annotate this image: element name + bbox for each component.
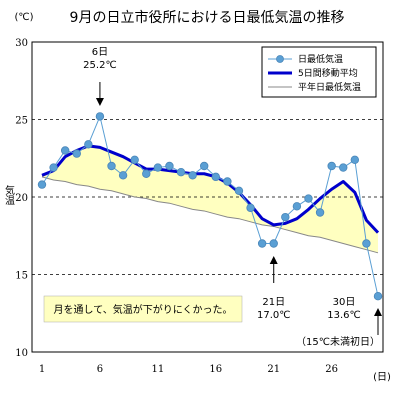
- data-point-day-27: [339, 163, 348, 172]
- data-point-day-19: [246, 203, 255, 213]
- data-point-day-14: [188, 171, 197, 180]
- data-point-day-10: [142, 169, 151, 178]
- annotation-value: 13.6℃: [327, 310, 361, 321]
- annotation-value: 17.0℃: [257, 310, 291, 321]
- x-tick-label: 21: [267, 364, 280, 375]
- data-point-day-9: [130, 155, 139, 164]
- data-point-day-16: [211, 172, 220, 182]
- series-line-daily-min: [41, 114, 379, 297]
- data-point-day-24: [304, 194, 313, 203]
- data-point-day-11: [153, 163, 163, 172]
- x-tick-label: 1: [39, 364, 45, 375]
- data-point-day-29: [362, 239, 371, 248]
- series-line-moving-average: [41, 144, 380, 234]
- data-point-day-2: [49, 163, 58, 172]
- legend-label-normal: 平年日最低気温: [298, 81, 361, 93]
- series-line-normal: [41, 176, 379, 254]
- x-tick-label: 11: [151, 364, 164, 375]
- data-point-day-3: [60, 146, 70, 155]
- x-ticks: 1 6 11 16 21 26: [39, 364, 338, 375]
- legend-label-daily: 日最低気温: [298, 53, 343, 65]
- x-unit-label: (日): [373, 372, 391, 383]
- annotation-date: 21日: [262, 297, 285, 308]
- y-unit-label: (℃): [14, 12, 33, 23]
- data-point-day-13: [176, 167, 186, 177]
- y-tick-label: 20: [15, 193, 28, 204]
- data-point-day-1: [37, 180, 47, 189]
- annotation-day-30: 30日 13.6℃ （15℃未満初日）: [296, 297, 382, 348]
- annotation-day-6: 6日 25.2℃: [83, 47, 117, 106]
- data-point-day-4: [72, 149, 81, 158]
- annotation-arrow-head: [269, 256, 278, 264]
- data-point-day-18: [234, 186, 244, 195]
- note-box: 月を通して、気温が下がりにくかった。: [43, 295, 243, 323]
- data-point-day-7: [107, 161, 116, 171]
- data-point-day-12: [165, 161, 174, 171]
- note-background: [43, 295, 243, 323]
- annotation-arrow-head: [374, 308, 382, 316]
- data-point-day-28: [350, 155, 360, 164]
- data-point-day-17: [223, 177, 232, 186]
- annotation-day-21: 21日 17.0℃: [257, 256, 291, 321]
- y-tick-label: 25: [15, 116, 28, 127]
- annotations: 6日 25.2℃ 21日 17.0℃ 30日 13.6℃ （15℃未満初日）: [83, 47, 382, 348]
- data-point-day-23: [292, 202, 302, 211]
- data-point-day-15: [200, 161, 209, 171]
- annotation-date: 6日: [92, 47, 108, 58]
- data-point-day-5: [84, 140, 93, 149]
- annotation-date: 30日: [333, 297, 356, 308]
- legend-marker-daily: [276, 55, 284, 63]
- data-point-day-6: [95, 112, 105, 121]
- legend: 日最低気温 5日間移動平均 平年日最低気温: [261, 46, 377, 98]
- data-point-day-26: [327, 161, 336, 171]
- x-tick-label: 6: [97, 364, 103, 375]
- data-point-day-22: [281, 212, 290, 222]
- chart-title: 9月の日立市役所における日最低気温の推移: [70, 9, 345, 26]
- legend-label-ma: 5日間移動平均: [298, 67, 358, 79]
- y-tick-label: 30: [15, 38, 28, 49]
- data-point-day-25: [315, 208, 325, 217]
- daily-points: [37, 112, 383, 301]
- y-ticks: 10 15 20 25 30: [15, 38, 28, 359]
- x-tick-label: 26: [325, 364, 338, 375]
- data-point-day-21: [269, 239, 278, 248]
- annotation-value: 25.2℃: [83, 60, 117, 71]
- annotation-arrow-head: [95, 98, 104, 106]
- x-tick-label: 16: [209, 364, 222, 375]
- data-point-day-20: [257, 239, 267, 248]
- annotation-note: （15℃未満初日）: [296, 335, 380, 348]
- y-tick-label: 15: [15, 271, 28, 282]
- grid-lines: [32, 119, 383, 275]
- y-tick-label: 10: [15, 348, 28, 359]
- y-axis-label: 気温: [3, 184, 15, 205]
- data-point-day-30: [373, 292, 383, 301]
- data-point-day-8: [118, 171, 128, 180]
- note-text: 月を通して、気温が下がりにくかった。: [54, 303, 233, 316]
